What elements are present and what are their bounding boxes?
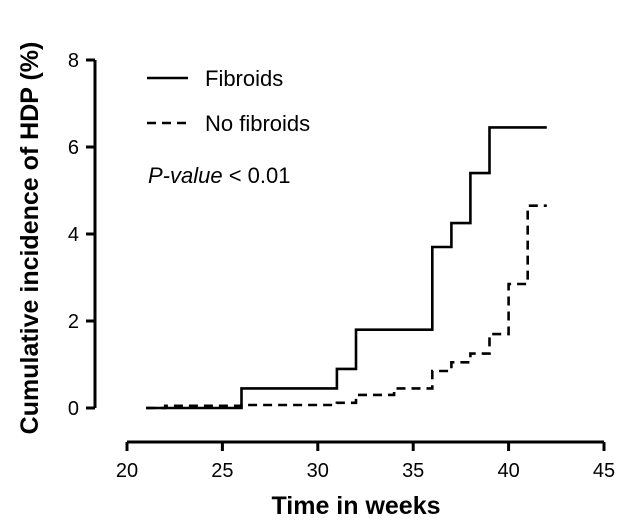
series-layer: [146, 126, 547, 410]
x-tick-label: 25: [211, 460, 233, 482]
series-fibroids: [146, 126, 547, 410]
p-value-rest: < 0.01: [223, 163, 291, 188]
x-tick-label: 35: [402, 460, 424, 482]
x-tick-label: 20: [116, 460, 138, 482]
y-tick-label: 8: [68, 50, 79, 72]
y-tick-label: 4: [68, 224, 79, 246]
axes: 0 2 4 6 8 20 25 30 35 40 45: [68, 50, 615, 482]
x-tick-label: 45: [593, 460, 615, 482]
y-axis-title: Cumulative incidence of HDP (%): [16, 42, 44, 435]
y-tick-label: 0: [68, 398, 79, 420]
p-value-annotation: P-value < 0.01: [148, 163, 290, 188]
p-value-italic: P-value: [148, 163, 223, 188]
legend: Fibroids No fibroids: [147, 66, 310, 136]
y-tick-label: 6: [68, 137, 79, 159]
legend-label-fibroids: Fibroids: [205, 66, 283, 91]
series-no-fibroids: [146, 204, 547, 410]
x-tick-label: 40: [497, 460, 519, 482]
x-axis-title: Time in weeks: [271, 492, 440, 520]
legend-label-no-fibroids: No fibroids: [205, 111, 310, 136]
x-tick-label: 30: [307, 460, 329, 482]
y-tick-label: 2: [68, 311, 79, 333]
